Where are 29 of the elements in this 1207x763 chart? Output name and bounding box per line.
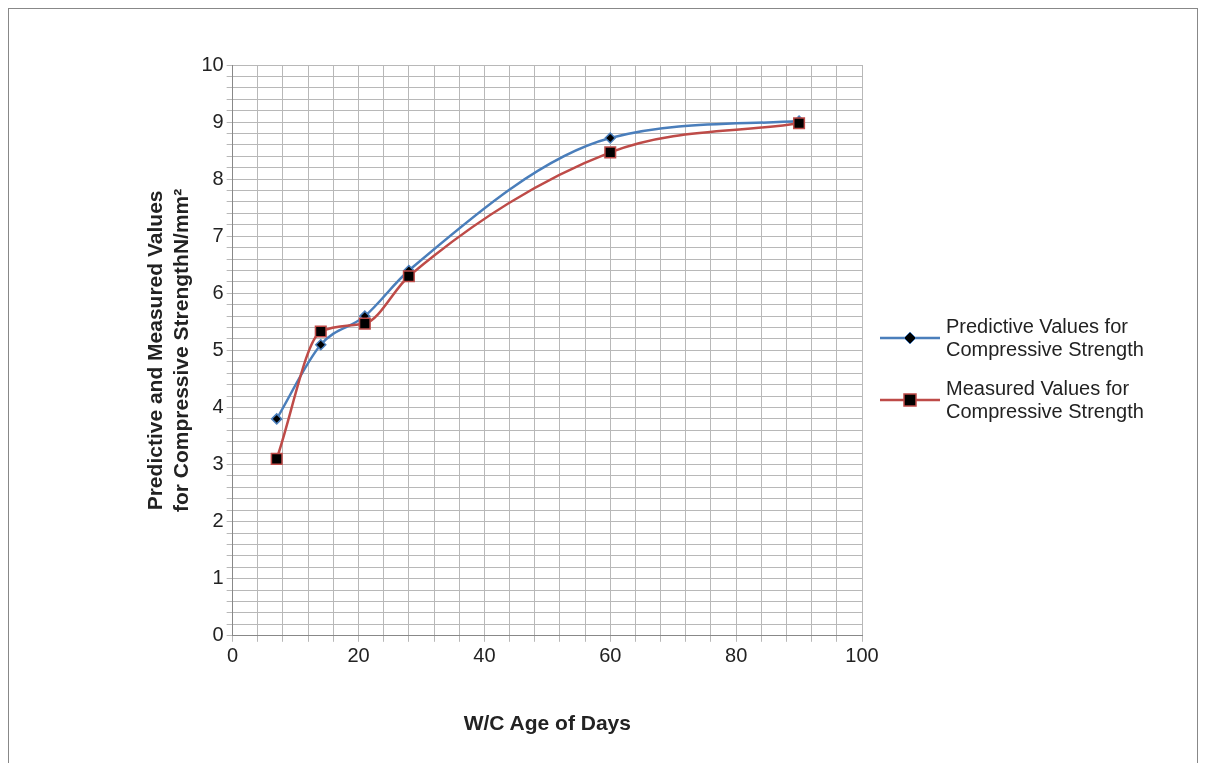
y-tick-label: 3 [212,452,224,475]
y-tick-label: 5 [212,337,224,360]
x-tick-label: 80 [725,644,748,667]
legend-label: Measured Values for Compressive Strength [946,377,1145,423]
point [604,132,617,144]
point [358,317,371,330]
legend-label: Predictive Values for Compressive Strength [946,315,1145,361]
point [270,413,283,425]
x-tick-label: 0 [227,644,239,667]
point [604,146,617,159]
x-tick-label: 40 [473,644,496,667]
x-tick-label: 60 [599,644,622,667]
point [314,325,327,338]
point [315,338,327,351]
y-tick-label: 0 [212,623,224,646]
x-axis-title: W/C Age of Days [463,711,631,735]
y-tick-label: 4 [212,395,224,417]
y-tick-label: 9 [212,109,224,132]
x-tick-label: 100 [845,644,879,667]
y-tick-label: 7 [212,223,224,246]
y-tick-label: 10 [201,52,224,75]
point [270,452,283,465]
y-tick-label: 1 [212,566,224,589]
point [402,270,415,283]
y-axis-title: Predictive and Measured Values for Compressive StrengthN/mm² [143,188,192,513]
x-tick-label: 20 [347,644,370,667]
y-tick-label: 6 [212,280,224,303]
y-tick-label: 8 [212,166,224,189]
y-tick-label: 2 [212,509,224,532]
